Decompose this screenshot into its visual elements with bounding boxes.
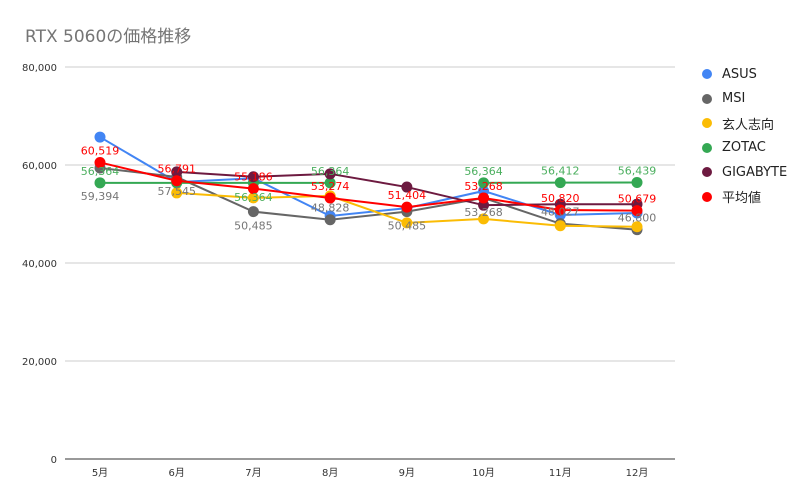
legend-label: ZOTAC bbox=[722, 140, 766, 156]
x-tick-label: 8月 bbox=[322, 467, 338, 479]
data-label: 60,519 bbox=[81, 144, 120, 157]
legend-item: 平均値 bbox=[702, 185, 787, 210]
data-point bbox=[401, 217, 413, 229]
y-tick-label: 20,000 bbox=[22, 357, 57, 368]
legend-marker bbox=[702, 142, 712, 153]
data-label: 51,404 bbox=[388, 189, 427, 202]
y-tick-label: 60,000 bbox=[22, 161, 57, 172]
y-tick-label: 40,000 bbox=[22, 259, 57, 270]
data-point bbox=[631, 205, 643, 217]
legend-item: GIGABYTE bbox=[702, 160, 787, 185]
data-point bbox=[94, 131, 106, 143]
data-point bbox=[94, 177, 106, 189]
data-point bbox=[94, 156, 106, 168]
legend-label: GIGABYTE bbox=[722, 164, 788, 180]
chart-title: RTX 5060の価格推移 bbox=[25, 27, 192, 47]
data-point bbox=[554, 220, 566, 232]
data-label: 56,791 bbox=[157, 163, 196, 176]
data-label: 59,394 bbox=[81, 190, 120, 203]
legend: ASUS MSI 玄人志向 ZOTAC GIGABYTE 平均値 bbox=[702, 62, 787, 209]
data-label: 56,364 bbox=[81, 165, 120, 178]
data-point bbox=[324, 214, 336, 226]
legend-marker bbox=[702, 118, 712, 129]
legend-item: ZOTAC bbox=[702, 136, 787, 161]
data-label: 48,027 bbox=[541, 206, 580, 219]
data-label: 55,186 bbox=[234, 171, 273, 184]
data-point bbox=[324, 192, 336, 204]
data-label: 50,679 bbox=[618, 193, 657, 206]
data-label: 53,268 bbox=[464, 206, 503, 219]
data-label: 56,439 bbox=[618, 164, 657, 177]
legend-label: 玄人志向 bbox=[722, 117, 775, 133]
legend-marker bbox=[702, 69, 712, 80]
y-tick-label: 80,000 bbox=[22, 63, 57, 74]
data-label: 57,545 bbox=[157, 185, 196, 198]
x-tick-label: 11月 bbox=[549, 467, 572, 479]
x-tick-label: 9月 bbox=[399, 467, 415, 479]
x-tick-label: 6月 bbox=[169, 467, 185, 479]
data-point bbox=[478, 192, 490, 204]
data-label: 48,828 bbox=[311, 202, 350, 215]
data-point bbox=[247, 192, 259, 204]
x-tick-label: 5月 bbox=[92, 467, 108, 479]
x-tick-label: 10月 bbox=[472, 467, 495, 479]
data-point bbox=[324, 177, 336, 189]
data-point bbox=[554, 177, 566, 189]
data-point bbox=[631, 176, 643, 188]
data-label: 53,274 bbox=[311, 180, 350, 193]
data-label: 46,800 bbox=[618, 212, 657, 225]
data-point bbox=[478, 213, 490, 225]
data-point bbox=[554, 204, 566, 216]
legend-marker bbox=[702, 93, 712, 104]
data-label: 50,485 bbox=[388, 220, 427, 233]
data-point bbox=[247, 206, 259, 218]
legend-label: MSI bbox=[722, 91, 746, 107]
data-point bbox=[171, 187, 183, 199]
legend-item: MSI bbox=[702, 87, 787, 112]
legend-marker bbox=[702, 191, 712, 202]
data-point bbox=[401, 201, 413, 213]
data-point bbox=[171, 166, 183, 178]
data-label: 56,364 bbox=[464, 165, 503, 178]
data-label: 56,412 bbox=[541, 165, 580, 178]
x-tick-label: 12月 bbox=[626, 467, 649, 479]
legend-marker bbox=[702, 167, 712, 178]
data-label: 56,364 bbox=[234, 191, 273, 204]
legend-item: ASUS bbox=[702, 62, 787, 87]
legend-label: 平均値 bbox=[722, 191, 762, 207]
data-point bbox=[247, 171, 259, 183]
legend-item: 玄人志向 bbox=[702, 111, 787, 136]
y-tick-label: 0 bbox=[51, 455, 57, 466]
legend-label: ASUS bbox=[722, 66, 757, 82]
data-label: 56,364 bbox=[311, 165, 350, 178]
data-point bbox=[247, 183, 259, 195]
data-label: 50,820 bbox=[541, 192, 580, 205]
data-point bbox=[478, 177, 490, 189]
data-point bbox=[401, 181, 413, 193]
series-line bbox=[99, 161, 638, 212]
data-point bbox=[631, 221, 643, 233]
x-tick-label: 7月 bbox=[245, 467, 261, 479]
data-point bbox=[171, 175, 183, 187]
data-point bbox=[324, 168, 336, 180]
data-label: 50,485 bbox=[234, 220, 273, 233]
data-label: 53,268 bbox=[464, 180, 503, 193]
